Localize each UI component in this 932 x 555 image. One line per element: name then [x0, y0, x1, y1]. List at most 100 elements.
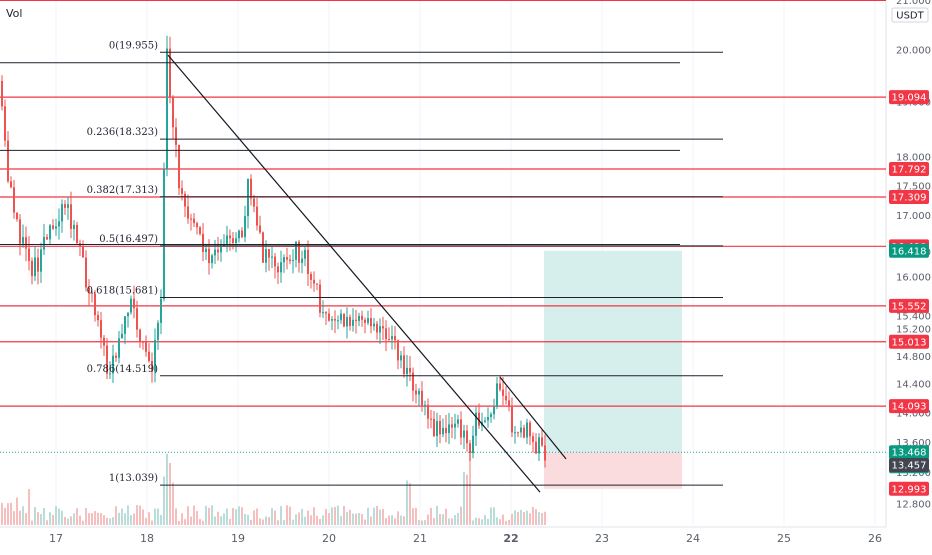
volume-bar: [127, 505, 129, 525]
candle-body: [232, 238, 234, 243]
horizontal-levels[interactable]: [0, 0, 886, 453]
price-tick-label: 15.200: [896, 325, 931, 336]
fib-retracement[interactable]: 0(19.955) 0.236(18.323) 0.382(17.313) 0.5(1…: [0, 40, 723, 486]
volume-bar: [541, 513, 543, 525]
volume-bar: [124, 513, 126, 525]
price-badge: [889, 90, 929, 105]
candle-body: [226, 235, 228, 245]
candle-body: [433, 418, 435, 437]
candle-body: [331, 319, 333, 321]
volume-bar: [22, 506, 24, 525]
volume-bar: [52, 514, 54, 525]
trend-lines[interactable]: [167, 54, 567, 493]
candle-body: [475, 412, 477, 436]
volume-bar: [160, 514, 162, 525]
candle-body: [31, 260, 33, 277]
volume-bar: [373, 507, 375, 525]
time-axis[interactable]: 17 18 19 20 21 22 23 24 25 26: [49, 532, 882, 545]
volume-bar: [286, 505, 288, 525]
price-badge: [889, 445, 929, 460]
candle-body: [55, 226, 57, 229]
candle-body: [499, 383, 501, 390]
volume-bar: [199, 519, 201, 525]
volume-bar: [253, 510, 255, 525]
price-tick-label: 13.600: [896, 438, 931, 449]
price-badge-text: 17.792: [892, 165, 927, 176]
candle-body: [487, 417, 489, 421]
volume-bar: [376, 505, 378, 525]
volume-bar: [346, 512, 348, 525]
volume-bar: [430, 507, 432, 525]
candle-body: [19, 219, 21, 244]
volume-bar: [478, 518, 480, 525]
volume-bar: [397, 511, 399, 525]
currency-badge[interactable]: [891, 7, 929, 23]
candle-body: [85, 257, 87, 288]
candle-body: [181, 188, 183, 194]
volume-bar: [118, 512, 120, 525]
candle-body: [325, 312, 327, 314]
volume-bar: [208, 507, 210, 525]
volume-bar: [439, 513, 441, 525]
candle-body: [301, 258, 303, 263]
price-tick-label: 14.400: [896, 380, 931, 391]
candle-body: [121, 333, 123, 339]
candle-body: [238, 230, 240, 239]
volume-bar: [205, 505, 207, 525]
volume-bar: [529, 513, 531, 525]
volume-bar: [193, 505, 195, 525]
candle-body: [112, 355, 114, 374]
volume-bar: [43, 508, 45, 525]
candle-body: [268, 249, 270, 258]
candle-body: [391, 336, 393, 340]
candle-body: [496, 383, 498, 407]
candle-body: [130, 298, 132, 313]
candle-body: [250, 178, 252, 199]
volume-bar: [103, 515, 105, 525]
time-tick-label: 23: [595, 532, 609, 545]
candle-body: [46, 236, 48, 240]
price-tick-label: 17.000: [896, 211, 931, 222]
candle-body: [526, 422, 528, 438]
candle-body: [313, 279, 315, 284]
price-tick-label: 16.000: [896, 273, 931, 284]
volume-bar: [112, 517, 114, 525]
candle-body: [43, 236, 45, 250]
candle-body: [277, 266, 279, 273]
volume-indicator-label[interactable]: Vol: [6, 7, 22, 20]
profit-zone[interactable]: [544, 250, 682, 453]
volume-bar: [349, 509, 351, 525]
volume-bar: [280, 506, 282, 525]
volume-bar: [154, 508, 156, 525]
candle-body: [397, 340, 399, 361]
volume-bar: [226, 508, 228, 525]
volume-bar: [157, 508, 159, 525]
downtrend-line[interactable]: [167, 54, 541, 493]
volume-bar: [394, 518, 396, 525]
stop-zone[interactable]: [544, 452, 682, 489]
long-position-tool[interactable]: [544, 250, 682, 489]
candle-body: [340, 313, 342, 321]
candle-body: [517, 432, 519, 434]
volume-bar: [196, 511, 198, 525]
time-tick-label: 18: [140, 532, 154, 545]
candle-body: [346, 317, 348, 327]
volume-bar: [88, 513, 90, 525]
price-tick-label: 12.800: [896, 500, 931, 511]
candle-body: [532, 436, 534, 442]
volume-bar: [343, 506, 345, 525]
volume-bar: [493, 507, 495, 525]
candle-body: [361, 315, 363, 320]
price-badge: [889, 458, 929, 473]
candle-body: [196, 223, 198, 228]
price-badge-text: 15.552: [892, 301, 927, 312]
candle-body: [337, 320, 339, 322]
price-badge: [889, 334, 929, 349]
short-trend-line[interactable]: [499, 376, 567, 460]
candle-body: [166, 48, 168, 170]
candle-body: [241, 230, 243, 238]
candle-body: [415, 390, 417, 395]
